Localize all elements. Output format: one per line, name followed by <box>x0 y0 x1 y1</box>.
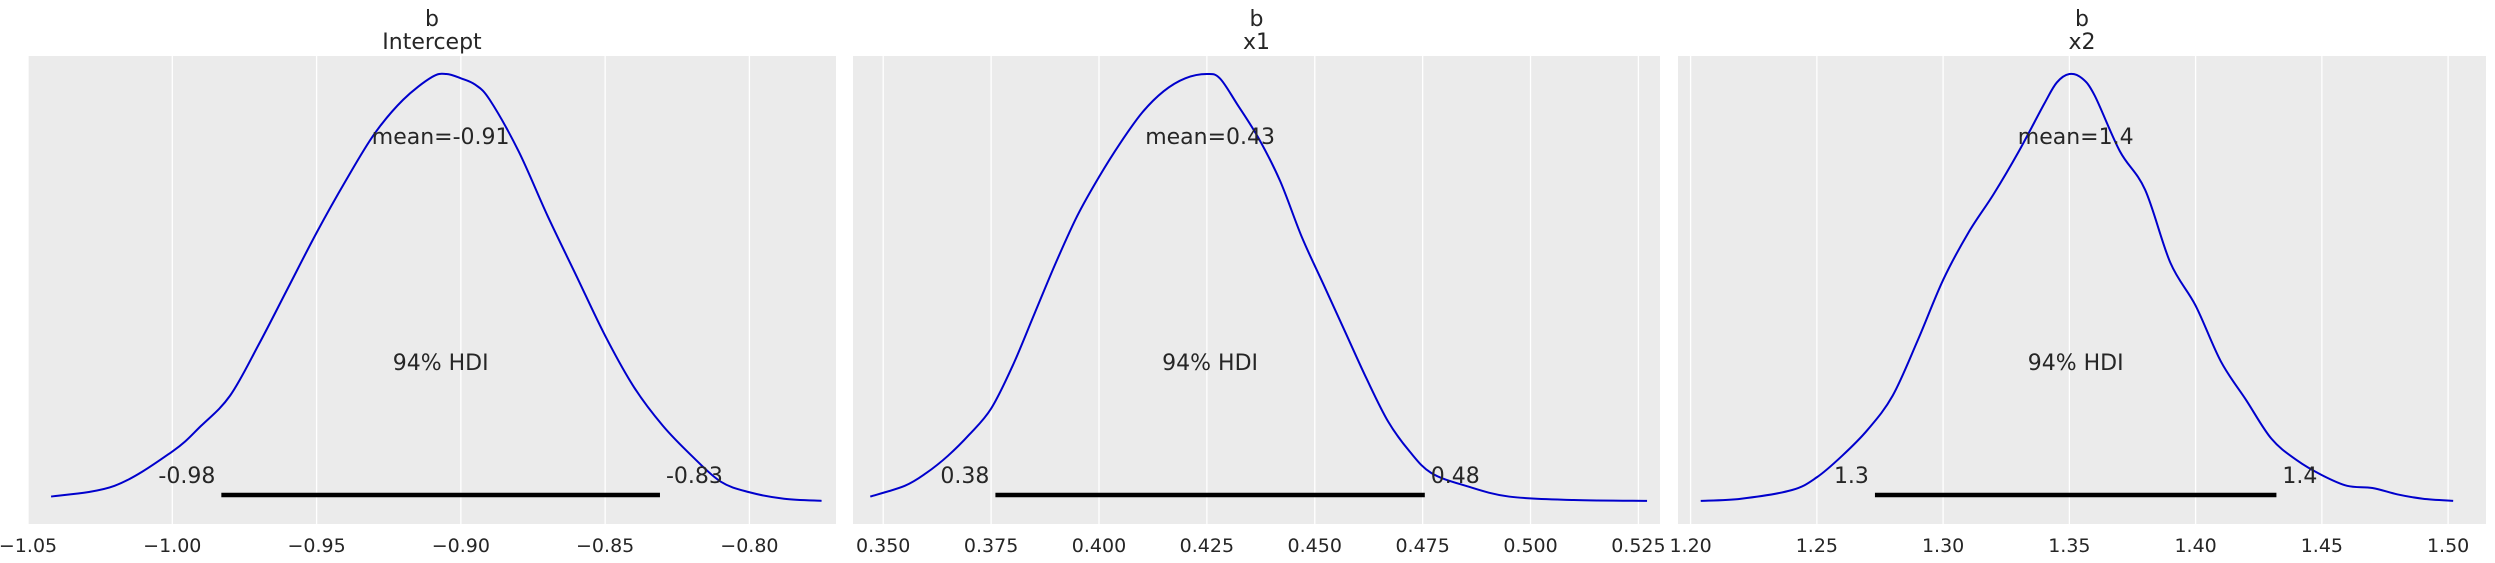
x-tick-label: −0.85 <box>576 535 634 557</box>
hdi-label: 94% HDI <box>1162 351 1258 376</box>
x-tick-label: 1.20 <box>1669 535 1711 557</box>
panel-3: 1.20 1.25 1.30 1.35 1.40 1.45 1.50 bx2 1.3 1.4 94%… <box>1669 7 2486 557</box>
panel-title-coordinate: Intercept <box>382 30 482 55</box>
hdi-upper-label: 1.4 <box>2282 464 2317 489</box>
mean-label: mean=1.4 <box>2018 125 2134 150</box>
x-tick-label: 1.30 <box>1922 535 1964 557</box>
hdi-lower-label: -0.98 <box>158 464 215 489</box>
x-tick-label: 0.500 <box>1503 535 1557 557</box>
x-tick-label: 0.525 <box>1611 535 1665 557</box>
x-tick-label: 0.475 <box>1395 535 1449 557</box>
x-tick-label: 1.45 <box>2301 535 2343 557</box>
hdi-lower-label: 1.3 <box>1834 464 1869 489</box>
x-tick-label: 0.400 <box>1072 535 1126 557</box>
hdi-label: 94% HDI <box>393 351 489 376</box>
x-tick-label: 0.425 <box>1180 535 1234 557</box>
x-tick-label: −1.05 <box>0 535 57 557</box>
panel-2: 0.350 0.375 0.400 0.425 0.450 0.475 0.500 0.525… <box>853 7 1666 557</box>
hdi-lower-label: 0.38 <box>940 464 989 489</box>
x-tick-label: 1.40 <box>2174 535 2216 557</box>
axes-background <box>1678 56 2486 524</box>
x-tick-label: 1.25 <box>1796 535 1838 557</box>
x-tick-label: 0.375 <box>964 535 1018 557</box>
x-tick-label: −0.80 <box>720 535 778 557</box>
panel-title-coordinate: x2 <box>2068 30 2095 55</box>
x-tick-label: 0.450 <box>1288 535 1342 557</box>
hdi-upper-label: -0.83 <box>666 464 723 489</box>
mean-label: mean=-0.91 <box>372 125 510 150</box>
mean-label: mean=0.43 <box>1145 125 1275 150</box>
density-curve <box>1700 72 2454 502</box>
density-curve <box>50 72 822 502</box>
panel-title-coordinate: x1 <box>1243 30 1270 55</box>
panel-title-variable: b <box>1250 7 1264 32</box>
hdi-label: 94% HDI <box>2028 351 2124 376</box>
x-tick-label: −1.00 <box>143 535 201 557</box>
density-curve <box>869 72 1648 502</box>
x-tick-label: 1.35 <box>2048 535 2090 557</box>
x-tick-label: −0.95 <box>287 535 345 557</box>
x-tick-label: −0.90 <box>432 535 490 557</box>
x-tick-label: 0.350 <box>856 535 910 557</box>
hdi-upper-label: 0.48 <box>1431 464 1480 489</box>
panel-title-variable: b <box>2075 7 2089 32</box>
panel-1: −1.05 −1.00 −0.95 −0.90 −0.85 −0.80 bIntercept… <box>0 7 836 557</box>
axes-background <box>28 56 836 524</box>
x-tick-label: 1.50 <box>2427 535 2469 557</box>
panel-title-variable: b <box>425 7 439 32</box>
